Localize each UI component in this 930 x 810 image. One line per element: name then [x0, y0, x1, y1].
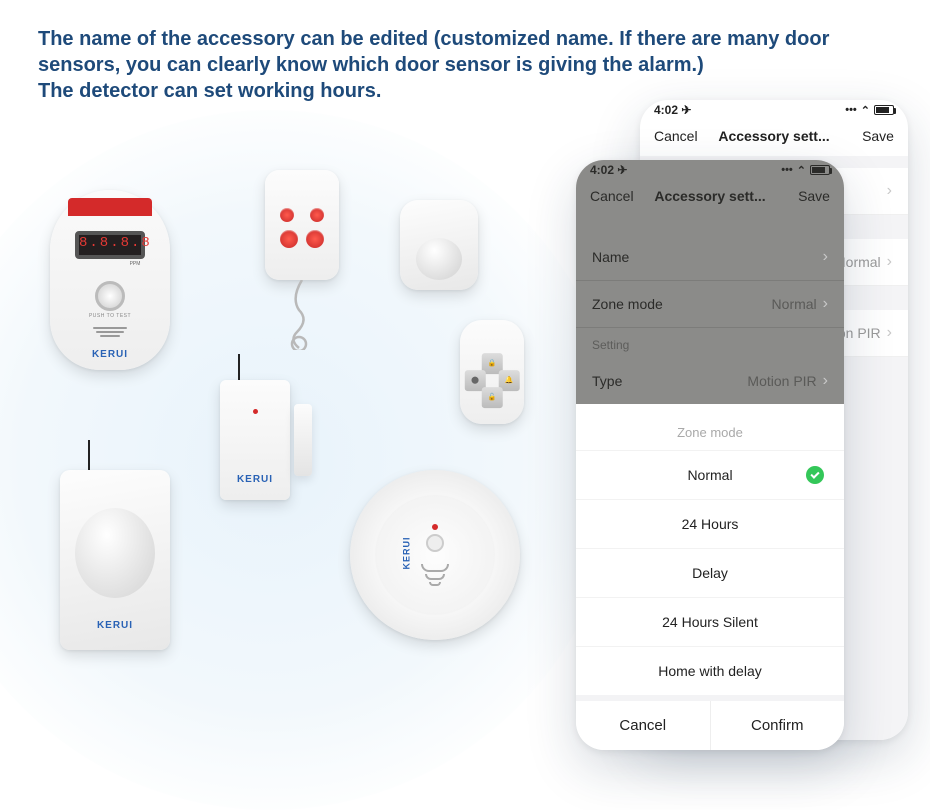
- sheet-option[interactable]: Home with delay: [576, 646, 844, 695]
- row-name-label: Name: [592, 249, 629, 265]
- device-smoke-detector: KERUI: [350, 470, 520, 640]
- brand-label: KERUI: [97, 620, 133, 631]
- chevron-right-icon: ›: [887, 253, 892, 271]
- chevron-right-icon: ›: [823, 372, 828, 390]
- row-name[interactable]: Name ›: [576, 234, 844, 281]
- status-time: 4:02: [654, 103, 678, 117]
- device-pir-mini: [400, 200, 478, 290]
- gas-push-label: PUSH TO TEST: [89, 313, 131, 319]
- cancel-button[interactable]: Cancel: [654, 128, 704, 144]
- device-remote-red: [265, 170, 339, 280]
- device-collage: 8.8.8.8 PPM PUSH TO TEST KERUI 🔒🔔⬤🔓 KERU…: [40, 170, 570, 700]
- section-setting: Setting: [576, 328, 844, 358]
- nav-title: Accessory sett...: [718, 128, 829, 144]
- save-button[interactable]: Save: [844, 128, 894, 144]
- gas-test-button: [95, 281, 125, 311]
- row-zone-mode[interactable]: Zone mode Normal ›: [576, 281, 844, 328]
- sheet-title: Zone mode: [576, 411, 844, 450]
- device-remote-grey: 🔒🔔⬤🔓: [460, 320, 524, 424]
- sheet-cancel-button[interactable]: Cancel: [576, 701, 711, 750]
- hero-text: The name of the accessory can be edited …: [38, 26, 890, 104]
- brand-label: KERUI: [237, 474, 273, 485]
- chevron-right-icon: ›: [887, 182, 892, 200]
- nav-title: Accessory sett...: [654, 188, 765, 204]
- device-gas-detector: 8.8.8.8 PPM PUSH TO TEST KERUI: [50, 190, 170, 370]
- cancel-button[interactable]: Cancel: [590, 188, 640, 204]
- chevron-right-icon: ›: [823, 295, 828, 313]
- nav-bar: Cancel Accessory sett... Save: [640, 120, 908, 156]
- status-bar: 4:02 ✈ •••⌃: [640, 100, 908, 120]
- row-type[interactable]: Type Motion PIR ›: [576, 358, 844, 404]
- row-type-label: Type: [592, 373, 622, 389]
- brand-label: KERUI: [402, 536, 412, 569]
- type-value: Motion PIR: [747, 373, 816, 389]
- nav-bar: Cancel Accessory sett... Save: [576, 180, 844, 216]
- brand-label: KERUI: [92, 349, 128, 360]
- phone-front: 4:02 ✈ •••⌃ Cancel Accessory sett... Sav…: [576, 160, 844, 750]
- chevron-right-icon: ›: [887, 324, 892, 342]
- hero-line-2: The detector can set working hours.: [38, 80, 381, 102]
- chevron-right-icon: ›: [823, 248, 828, 266]
- device-pir: KERUI: [60, 470, 170, 650]
- sheet-option[interactable]: 24 Hours: [576, 499, 844, 548]
- device-door-sensor: KERUI: [220, 380, 290, 500]
- sheet-option[interactable]: 24 Hours Silent: [576, 597, 844, 646]
- hero-line-1: The name of the accessory can be edited …: [38, 28, 829, 76]
- status-time: 4:02: [590, 163, 614, 177]
- sheet-option[interactable]: Delay: [576, 548, 844, 597]
- gas-lcd: 8.8.8.8: [75, 231, 145, 259]
- zone-mode-value: Normal: [772, 296, 817, 312]
- save-button[interactable]: Save: [780, 188, 830, 204]
- status-bar: 4:02 ✈ •••⌃: [576, 160, 844, 180]
- row-zone-label: Zone mode: [592, 296, 663, 312]
- sheet-confirm-button[interactable]: Confirm: [711, 701, 845, 750]
- sheet-option[interactable]: Normal: [576, 450, 844, 499]
- action-sheet: Zone mode Normal24 HoursDelay24 Hours Si…: [576, 411, 844, 750]
